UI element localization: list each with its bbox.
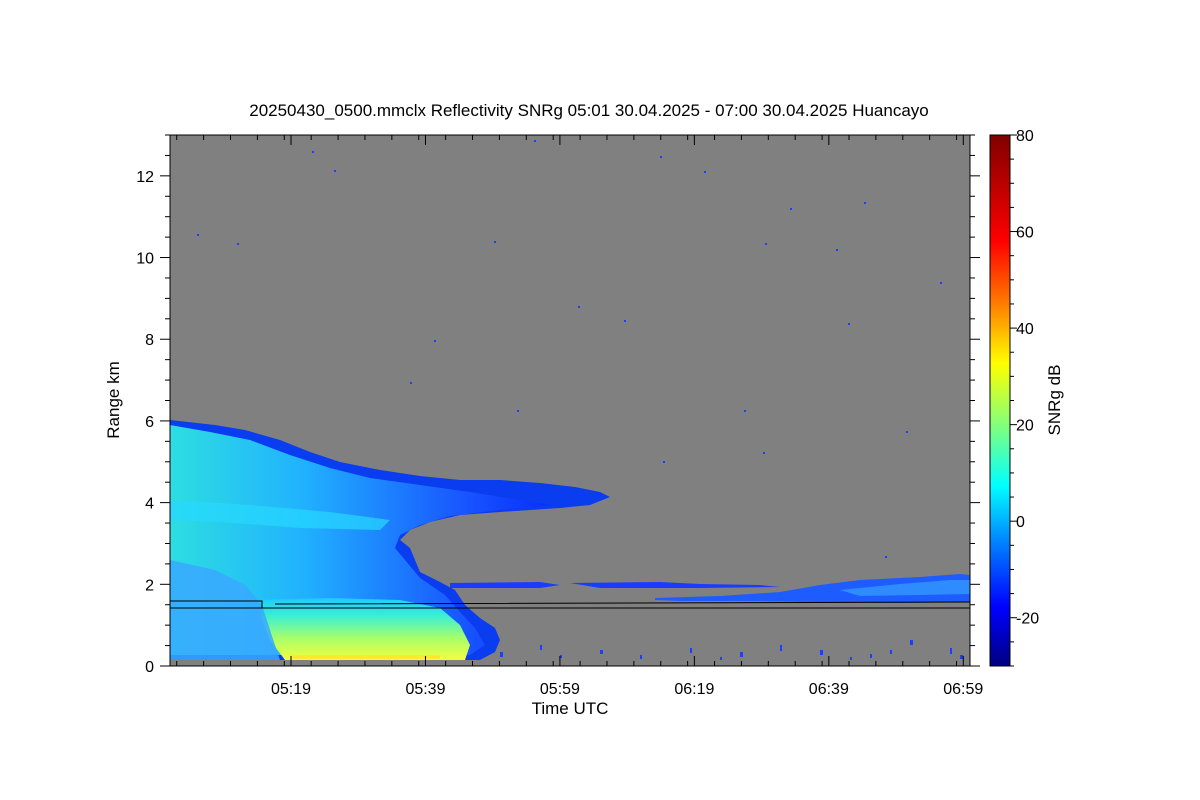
colorbar-tick-label: 0: [1016, 514, 1025, 531]
y-tick-label: 12: [136, 169, 154, 186]
y-tick-label: 8: [145, 332, 154, 349]
x-axis: 05:19 05:39 05:59 06:19 06:39 06:59: [176, 135, 983, 698]
colorbar-tick-label: 40: [1016, 321, 1034, 338]
y-tick-label: 2: [145, 577, 154, 594]
chart-title: 20250430_0500.mmclx Reflectivity SNRg 05…: [249, 101, 929, 120]
ground-clutter: [500, 640, 963, 660]
y-axis-title: Range km: [104, 361, 123, 438]
x-axis-title: Time UTC: [532, 699, 609, 718]
x-tick-label: 06:39: [809, 681, 849, 698]
colorbar-title: SNRg dB: [1045, 365, 1064, 436]
x-tick-label: 06:19: [674, 681, 714, 698]
reference-lines: [170, 600, 971, 609]
colorbar-axis: -20 0 20 40 60 80: [1010, 128, 1039, 667]
echo-thin-layer-right-core: [840, 580, 970, 596]
reference-line-upper: [170, 600, 971, 608]
colorbar-tick-label: 20: [1016, 418, 1034, 435]
echo-bright-band: [170, 500, 390, 530]
echo-thin-layer-mid: [570, 582, 780, 588]
echo-thin-layer-right: [655, 574, 970, 603]
x-tick-label: 05:59: [540, 681, 580, 698]
noise-points: [197, 140, 942, 558]
colorbar-tick-label: -20: [1016, 611, 1039, 628]
echo-layers: [170, 140, 970, 660]
x-tick-label: 05:19: [271, 681, 311, 698]
echo-rain-left: [170, 560, 280, 660]
x-tick-label: 06:59: [943, 681, 983, 698]
y-tick-label: 0: [145, 659, 154, 676]
echo-thin-layer-left: [450, 582, 560, 588]
colorbar-tick-label: 60: [1016, 225, 1034, 242]
x-tick-label: 05:39: [405, 681, 445, 698]
echo-rain-region: [260, 598, 470, 660]
y-tick-label: 6: [145, 414, 154, 431]
echo-cloud-core: [170, 425, 550, 655]
echo-surface-strip: [290, 655, 440, 659]
colorbar-tick-label: 80: [1016, 128, 1034, 145]
colorbar: [989, 134, 1011, 667]
y-tick-label: 10: [136, 251, 154, 268]
y-axis: 0 2 4 6 8 10 12: [136, 134, 980, 676]
y-tick-label: 4: [145, 496, 154, 513]
